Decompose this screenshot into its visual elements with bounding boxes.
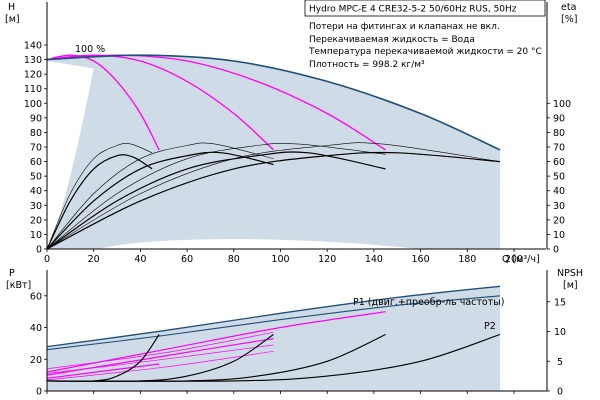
- legend-p1: P1 (двиг.+преобр-ль частоты): [353, 297, 504, 308]
- head-tick-label: 80: [30, 128, 42, 139]
- power-curve: [46, 363, 160, 379]
- flow-tick-label: 20: [88, 254, 100, 265]
- eta-tick-label: 40: [553, 186, 565, 197]
- eta-axis-label: eta: [561, 2, 576, 13]
- head-tick-label: 90: [30, 113, 42, 124]
- power-curve-thin: [46, 331, 274, 370]
- head-tick-label: 60: [30, 157, 42, 168]
- npsh-tick-label: 10: [554, 327, 566, 338]
- npsh-axis-label: NPSH: [557, 268, 583, 279]
- efficiency-curve-thin: [46, 142, 386, 250]
- power-curve-thin: [46, 350, 274, 381]
- eta-tick-label: 30: [553, 201, 565, 212]
- power-p2-curve: [46, 295, 501, 351]
- info-box: [304, 0, 546, 17]
- flow-tick-label: 60: [181, 254, 193, 265]
- npsh-axis-unit: [м]: [563, 280, 578, 291]
- flow-tick-label: 0: [44, 254, 50, 265]
- power-tick-label: 20: [30, 355, 42, 366]
- head-axis-label: H: [8, 2, 15, 13]
- head-curve: [46, 54, 160, 151]
- top-chart-envelope: [47, 55, 500, 250]
- power-curve-thin: [46, 344, 274, 374]
- eta-tick-label: 100: [553, 99, 571, 110]
- head-curve-max: [46, 54, 501, 151]
- eta-tick-label: 0: [553, 245, 559, 256]
- eta-tick-label: 10: [553, 230, 565, 241]
- npsh-tick-label: 5: [557, 357, 563, 368]
- power-axis-unit: [кВт]: [6, 280, 31, 291]
- head-tick-label: 50: [30, 172, 42, 183]
- eta-tick-label: 20: [553, 215, 565, 226]
- power-p1-curve: [46, 285, 501, 348]
- head-tick-label: 100: [24, 99, 42, 110]
- power-tick-label: 40: [30, 323, 42, 334]
- eta-tick-label: 60: [553, 157, 565, 168]
- head-tick-label: 140: [24, 41, 42, 52]
- flow-tick-label: 140: [365, 254, 383, 265]
- flow-tick-label: 80: [228, 254, 240, 265]
- info-line: Перекачиваемая жидкость = Вода: [309, 35, 475, 45]
- head-curve: [46, 54, 274, 151]
- envelope-area: [47, 55, 500, 250]
- info-line: Потери на фитингах и клапанах не вкл.: [309, 22, 500, 32]
- power-curve: [46, 338, 274, 376]
- head-tick-label: 0: [36, 245, 42, 256]
- flow-tick-label: 120: [318, 254, 336, 265]
- efficiency-curve-thin: [46, 142, 274, 250]
- efficiency-curve: [46, 151, 274, 250]
- eta-tick-label: 50: [553, 172, 565, 183]
- efficiency-curve: [46, 151, 386, 250]
- head-tick-label: 40: [30, 186, 42, 197]
- flow-tick-label: 200: [505, 254, 523, 265]
- top-chart-axes: 0 10 20 30 40 50 60 70 80 90 100 110 120 130 140 0 10 20 3…: [24, 2, 571, 265]
- envelope-cutout: [47, 61, 94, 250]
- efficiency-curve-thin: [46, 143, 153, 250]
- flow-tick-label: 180: [458, 254, 476, 265]
- head-tick-label: 70: [30, 143, 42, 154]
- head-axis-unit: [м]: [5, 14, 20, 25]
- info-line: Температура перекачиваемой жидкости = 20…: [308, 47, 542, 57]
- head-tick-label: 20: [30, 215, 42, 226]
- info-line: Плотность = 998.2 кг/м³: [309, 60, 425, 70]
- eta-tick-label: 70: [553, 143, 565, 154]
- flow-axis-label: Q [м³/ч]: [502, 254, 540, 265]
- efficiency-curve-thin: [46, 142, 501, 250]
- power-tick-label: 60: [30, 291, 42, 302]
- head-tick-label: 120: [24, 70, 42, 81]
- flow-tick-label: 100: [271, 254, 289, 265]
- head-tick-label: 110: [24, 84, 42, 95]
- npsh-tick-label: 15: [554, 297, 566, 308]
- npsh-curve: [46, 333, 501, 382]
- eta-axis-unit: [%]: [561, 14, 577, 25]
- power-axis-label: P: [9, 268, 15, 279]
- eta-tick-label: 80: [553, 128, 565, 139]
- head-tick-label: 10: [30, 230, 42, 241]
- efficiency-curve: [46, 154, 153, 250]
- head-tick-label: 30: [30, 201, 42, 212]
- npsh-tick-label: 0: [557, 387, 563, 398]
- bottom-chart-series: [46, 285, 501, 382]
- chart-title: Hydro MPC-E 4 CRE32-5-2 50/60Hz RUS, 50H…: [309, 5, 517, 15]
- legend-p2: P2: [484, 321, 496, 332]
- efficiency-curve: [46, 151, 501, 250]
- flow-tick-label: 160: [412, 254, 430, 265]
- eta-tick-label: 90: [553, 113, 565, 124]
- head-tick-label: 130: [24, 55, 42, 66]
- bottom-chart-axes: 0 20 40 60 0 5 10 15: [30, 270, 566, 398]
- flow-tick-label: 40: [134, 254, 146, 265]
- annotation-100-percent: 100 %: [75, 44, 105, 55]
- envelope-cutout: [98, 239, 421, 249]
- power-tick-label: 0: [36, 387, 42, 398]
- top-chart-series: [46, 54, 501, 250]
